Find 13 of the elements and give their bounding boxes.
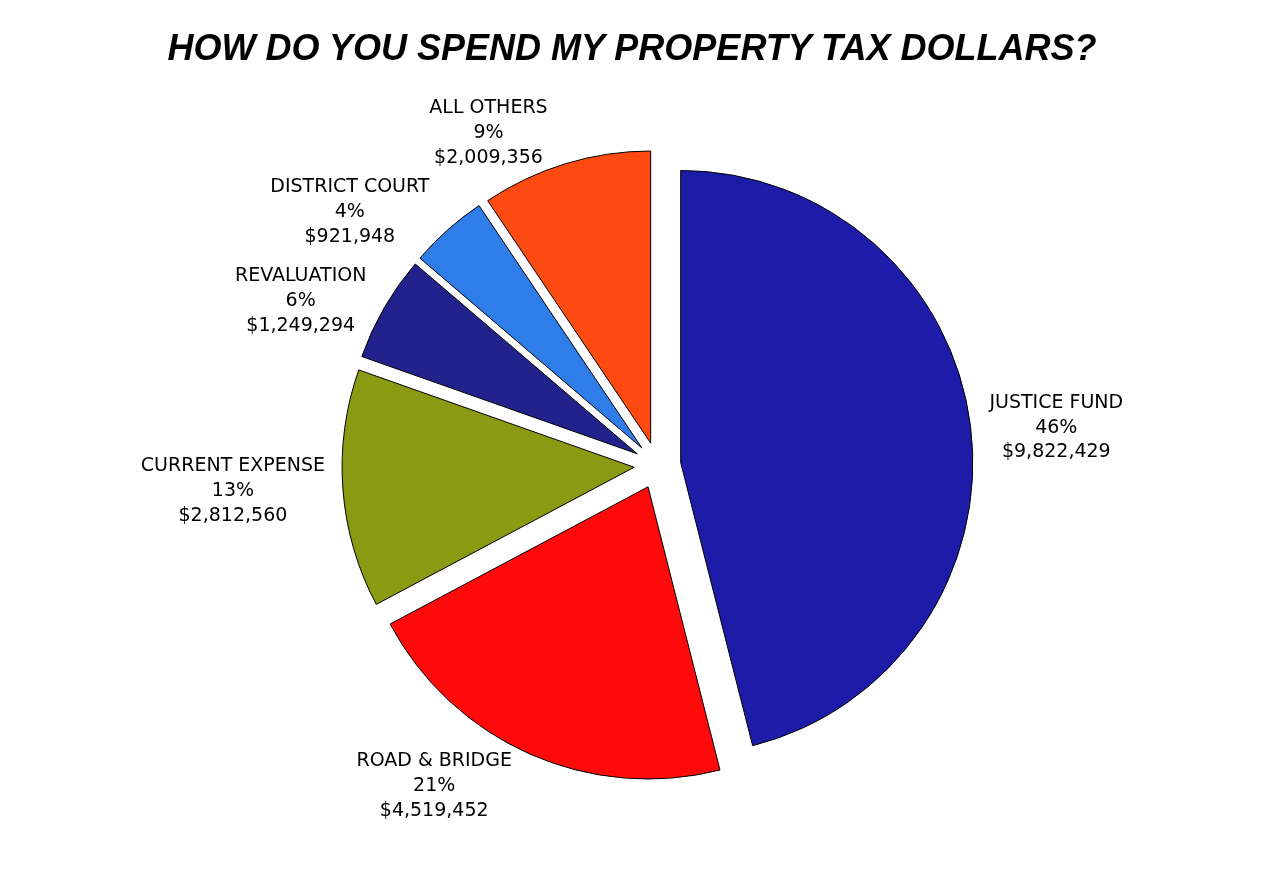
slice-label: DISTRICT COURT <box>270 174 430 197</box>
data-label: 13% $2,812,560 <box>178 478 288 525</box>
data-label: 6% $1,249,294 <box>246 287 356 335</box>
data-label: 9% $2,009,356 <box>434 120 543 167</box>
slice-label: ALL OTHERS <box>429 95 548 118</box>
slice-label: JUSTICE FUND <box>988 390 1124 413</box>
data-label: 4% $921,948 <box>304 198 396 246</box>
slice-label: REVALUATION <box>234 263 367 286</box>
data-label: 21% $4,519,452 <box>379 772 489 820</box>
slice-label: ROAD & BRIDGE <box>356 748 512 771</box>
chart-title: HOW DO YOU SPEND MY PROPERTY TAX DOLLARS? <box>167 27 1097 69</box>
slice-label: CURRENT EXPENSE <box>140 453 326 476</box>
data-label: 46% $9,822,429 <box>1001 414 1111 462</box>
